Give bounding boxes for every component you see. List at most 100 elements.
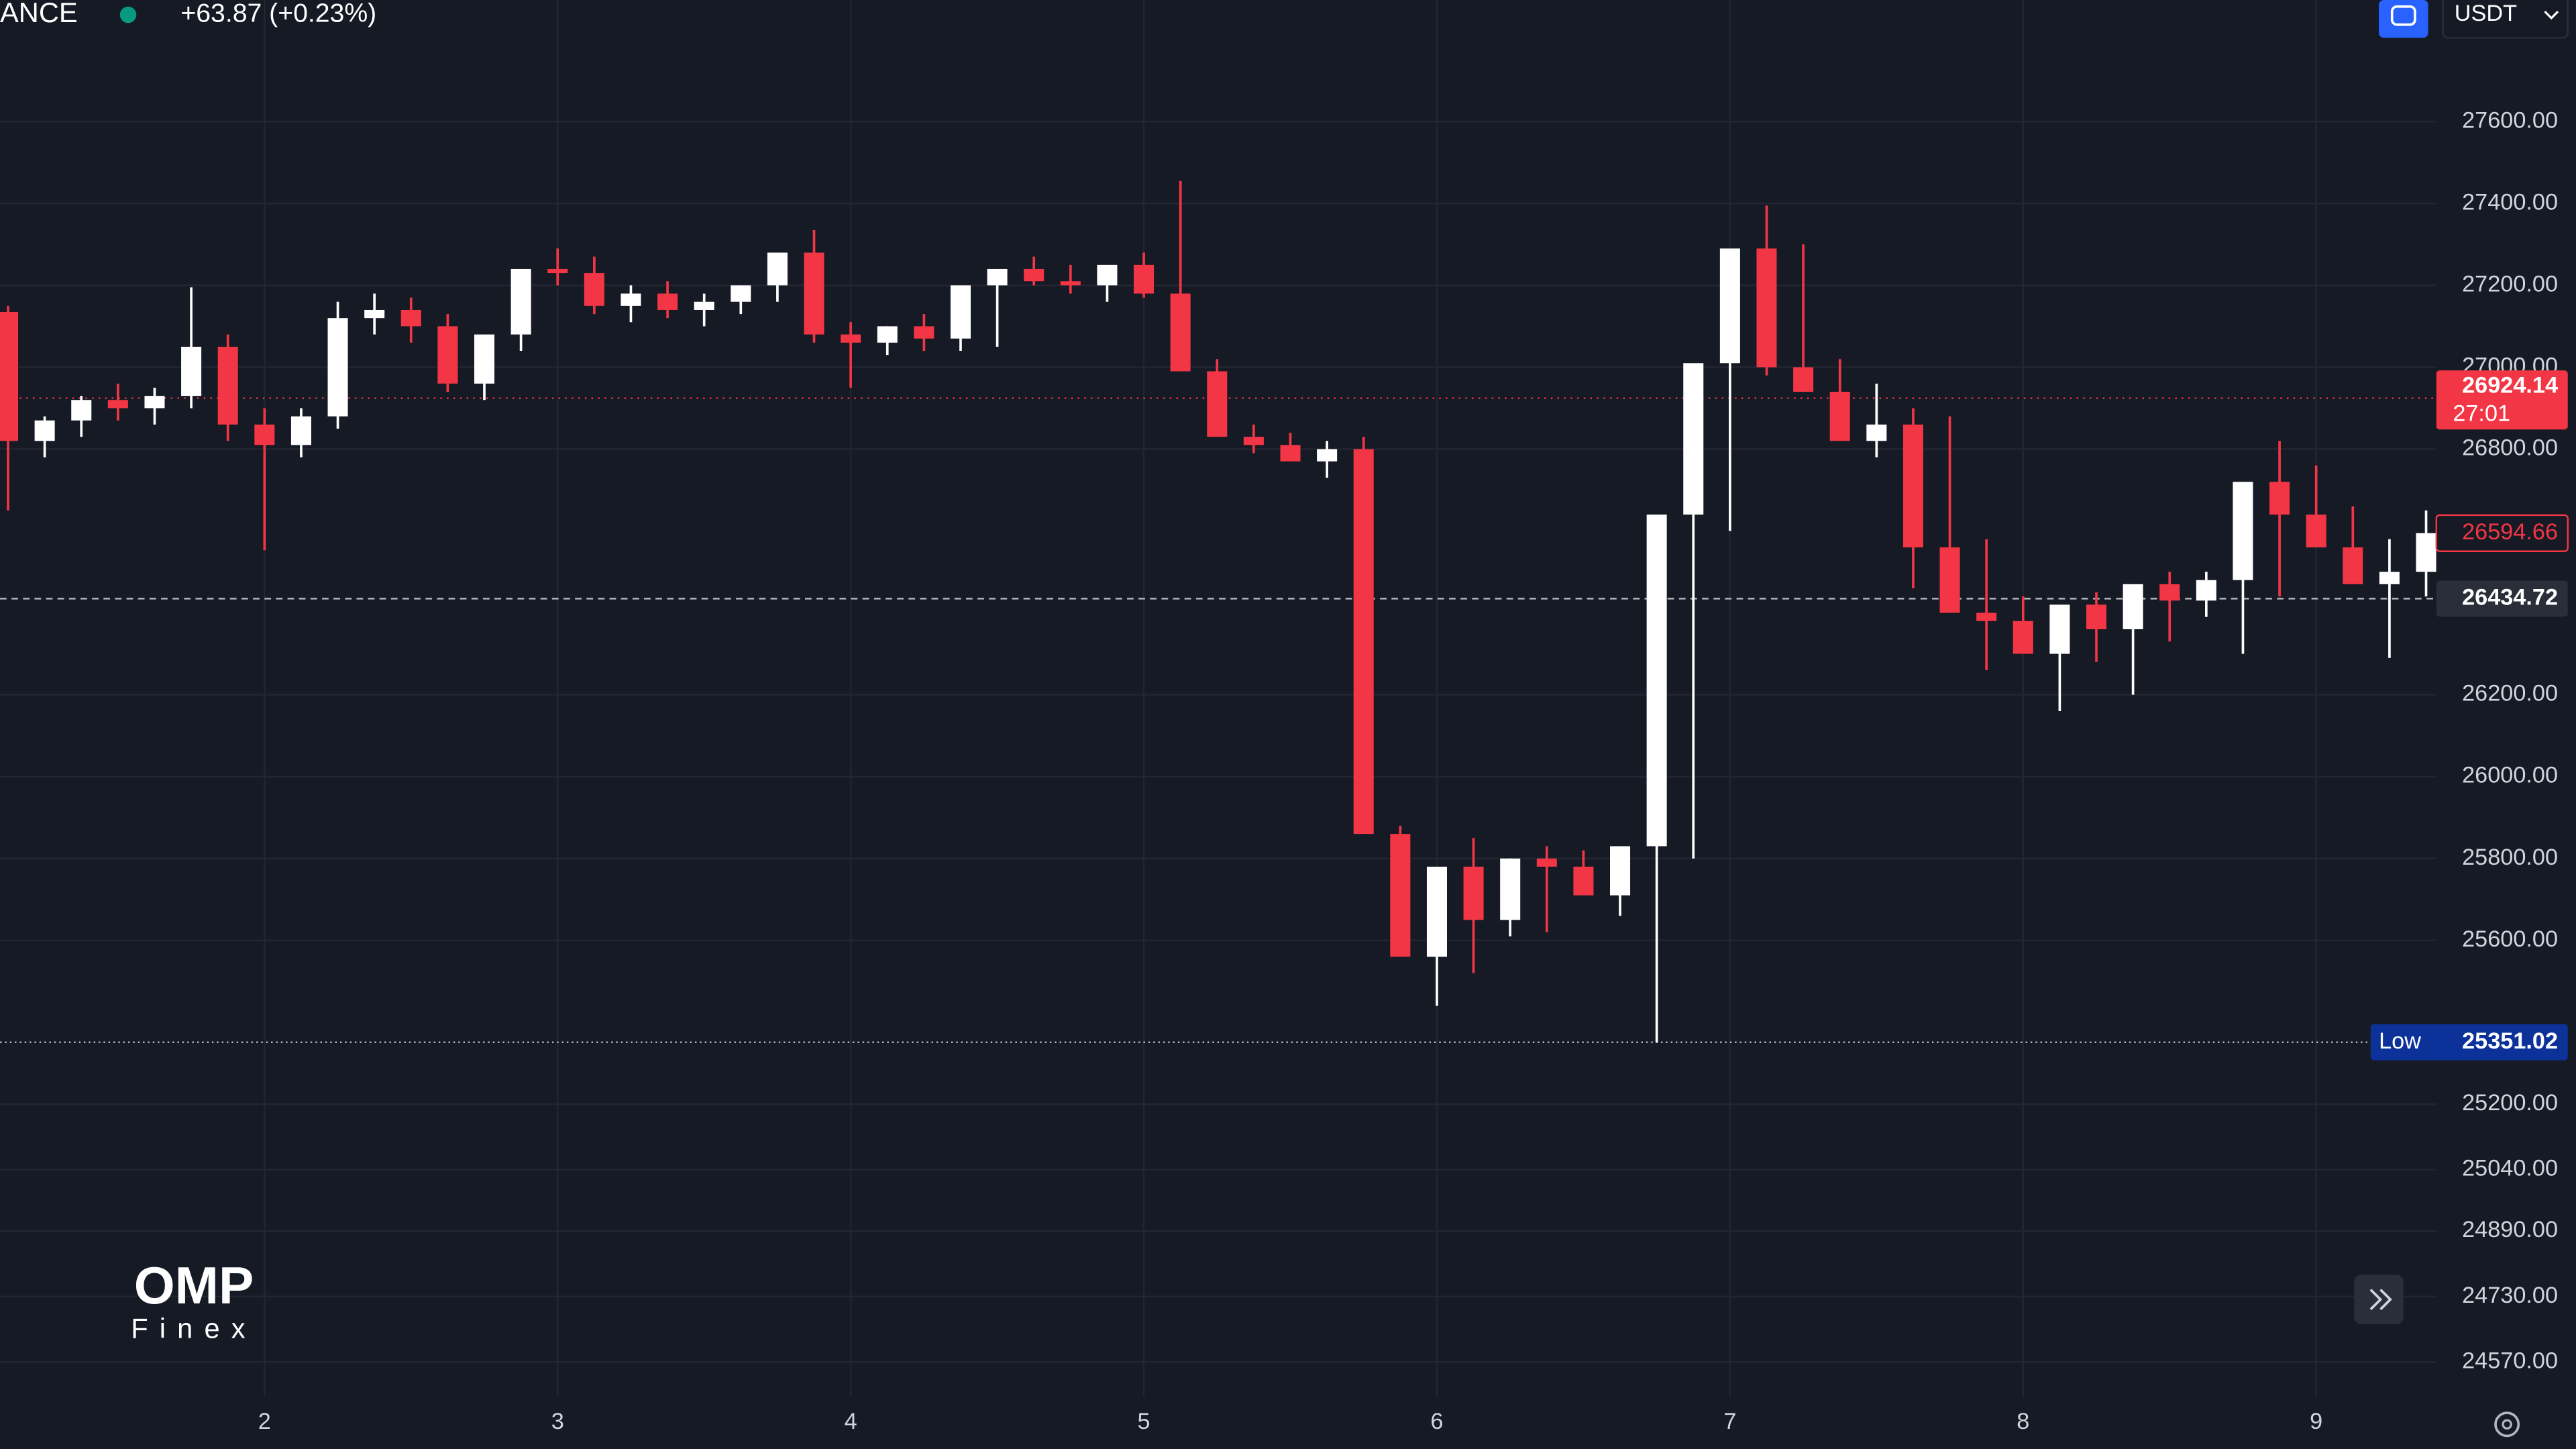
candle-body bbox=[0, 312, 19, 441]
low-label: Low bbox=[2379, 1028, 2421, 1054]
y-tick-label: 24570.00 bbox=[2462, 1348, 2558, 1373]
candle-body bbox=[1463, 866, 1484, 920]
settings-icon-core bbox=[2502, 1419, 2512, 1430]
candle-body bbox=[1719, 248, 1740, 364]
x-tick-label: 9 bbox=[2310, 1409, 2322, 1434]
candle-body bbox=[1866, 424, 1887, 441]
currency: USDT bbox=[2455, 1, 2517, 26]
candle-body bbox=[2049, 604, 2070, 654]
candle-body bbox=[1243, 437, 1264, 445]
candle-body bbox=[437, 326, 458, 384]
candle-body bbox=[107, 400, 128, 409]
x-tick-label: 7 bbox=[1723, 1409, 1736, 1434]
candle-body bbox=[1170, 293, 1191, 372]
y-tick-label: 27200.00 bbox=[2462, 271, 2558, 297]
candle-body bbox=[1024, 268, 1044, 282]
settings-icon[interactable] bbox=[2494, 1411, 2520, 1438]
price-label: 26924.14 bbox=[2462, 373, 2558, 398]
candle-body bbox=[2269, 482, 2290, 515]
candle-body bbox=[841, 334, 861, 343]
candle-body bbox=[2086, 604, 2107, 629]
price-label: 26594.66 bbox=[2462, 519, 2558, 545]
y-tick-label: 24890.00 bbox=[2462, 1217, 2558, 1242]
candle-body bbox=[1280, 445, 1301, 462]
y-tick-label: 24730.00 bbox=[2462, 1283, 2558, 1308]
candle-body bbox=[547, 268, 568, 274]
candle-body bbox=[1390, 834, 1411, 957]
x-tick-label: 3 bbox=[551, 1409, 564, 1434]
candle-body bbox=[2233, 482, 2253, 580]
candle-body bbox=[144, 396, 165, 409]
price-label: 26434.72 bbox=[2462, 584, 2558, 610]
candle-body bbox=[290, 416, 311, 445]
candle-body bbox=[1902, 424, 1923, 547]
y-tick-label: 26800.00 bbox=[2462, 435, 2558, 461]
candle-body bbox=[1500, 858, 1521, 920]
candle-body bbox=[327, 318, 348, 417]
candle-body bbox=[987, 268, 1008, 286]
candle-body bbox=[1207, 371, 1228, 437]
candle-body bbox=[2159, 584, 2180, 601]
candle-body bbox=[34, 420, 55, 441]
candle-body bbox=[657, 293, 678, 310]
candle-body bbox=[2343, 547, 2363, 584]
currency-select[interactable] bbox=[2442, 0, 2569, 39]
candle-body bbox=[950, 285, 971, 339]
y-tick-label: 26200.00 bbox=[2462, 681, 2558, 706]
scroll-icon bbox=[2369, 1289, 2392, 1311]
candle-body bbox=[584, 273, 604, 306]
candle-body bbox=[1939, 547, 1960, 613]
candle-body bbox=[1060, 281, 1081, 286]
candle-body bbox=[364, 309, 385, 319]
candle-body bbox=[181, 346, 202, 396]
status-dot bbox=[119, 6, 137, 23]
candle-body bbox=[511, 268, 531, 335]
price-box bbox=[2435, 514, 2569, 552]
low-box bbox=[2370, 1024, 2568, 1061]
y-tick-label: 25040.00 bbox=[2462, 1156, 2558, 1181]
candle-body bbox=[804, 252, 824, 335]
sync-icon bbox=[2390, 5, 2416, 26]
candle-body bbox=[1683, 363, 1704, 515]
dropdown-arrow bbox=[2544, 11, 2559, 20]
candle-body bbox=[2012, 621, 2033, 654]
candle-body bbox=[474, 334, 495, 384]
y-tick-label: 27600.00 bbox=[2462, 107, 2558, 133]
candle-body bbox=[1353, 449, 1374, 835]
candle-body bbox=[1573, 866, 1594, 896]
candle-body bbox=[2306, 515, 2326, 547]
symbol: ANCE bbox=[0, 0, 78, 28]
candle-body bbox=[1536, 858, 1557, 867]
candle-body bbox=[914, 326, 934, 339]
candle-body bbox=[1097, 264, 1118, 286]
candle-body bbox=[731, 285, 751, 302]
price-box bbox=[2436, 370, 2568, 430]
candle-body bbox=[1646, 515, 1667, 847]
y-tick-label: 25800.00 bbox=[2462, 845, 2558, 870]
candle-body bbox=[694, 301, 714, 310]
y-tick-label: 25600.00 bbox=[2462, 926, 2558, 952]
logo-sub: Finex bbox=[131, 1313, 257, 1344]
x-tick-label: 6 bbox=[1430, 1409, 1443, 1434]
price-box bbox=[2436, 580, 2568, 617]
candle-body bbox=[2123, 584, 2143, 629]
logo-main: OMP bbox=[134, 1256, 254, 1315]
candle-body bbox=[1756, 248, 1777, 368]
candle-body bbox=[877, 326, 898, 343]
candle-body bbox=[254, 424, 275, 445]
y-tick-label: 27400.00 bbox=[2462, 189, 2558, 215]
candle-body bbox=[217, 346, 238, 425]
x-tick-label: 8 bbox=[2017, 1409, 2029, 1434]
candle-body bbox=[1793, 367, 1814, 392]
price-label: 25351.02 bbox=[2462, 1028, 2558, 1054]
candle-body bbox=[1976, 612, 1997, 621]
candle-body bbox=[71, 400, 92, 421]
candle-body bbox=[400, 309, 421, 327]
candle-body bbox=[2196, 580, 2216, 601]
candle-body bbox=[1610, 846, 1631, 896]
candle-body bbox=[621, 293, 641, 306]
candle-body bbox=[1426, 866, 1447, 957]
x-tick-label: 5 bbox=[1138, 1409, 1150, 1434]
